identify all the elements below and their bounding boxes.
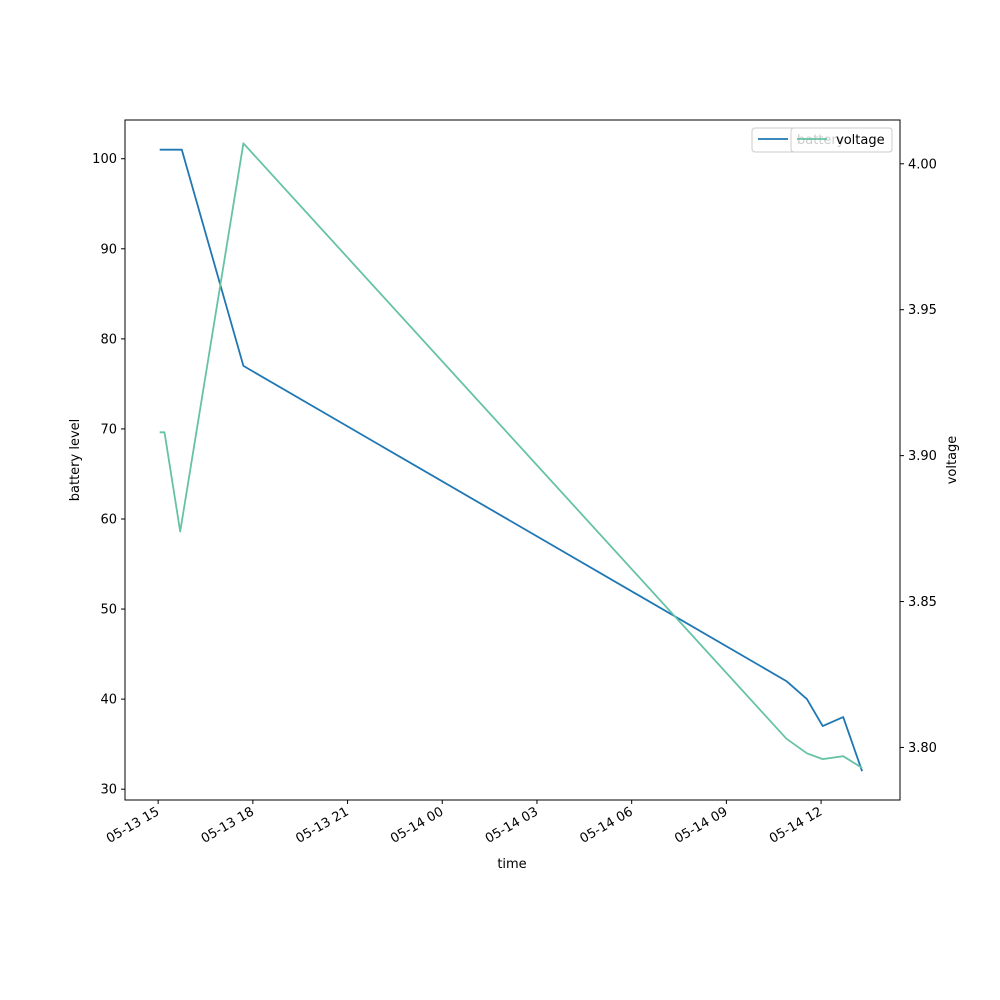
y-tick-label-right: 3.80 (908, 741, 937, 756)
legend-voltage: voltage (790, 127, 893, 153)
y-tick-label-right: 3.95 (908, 303, 937, 318)
y-tick-label-right: 3.85 (908, 595, 937, 610)
y-tick-label-left: 90 (100, 242, 117, 257)
y-tick-label-right: 4.00 (908, 157, 937, 172)
y-tick-label-right: 3.90 (908, 449, 937, 464)
y-tick-label-left: 60 (100, 512, 117, 527)
y-axis-left: 30 40 50 60 70 80 90 100 (92, 152, 125, 798)
y-tick-label-left: 80 (100, 332, 117, 347)
series-line-battery (159, 148, 863, 772)
series-line-voltage (159, 142, 863, 769)
x-axis-label: time (497, 857, 526, 872)
y-tick-label-left: 100 (92, 152, 117, 167)
y-tick-label-left: 40 (100, 693, 117, 708)
legend-voltage-label: voltage (836, 133, 885, 148)
y-tick-label-left: 70 (100, 422, 117, 437)
plot-lines (159, 142, 863, 772)
y-tick-label-left: 30 (100, 783, 117, 798)
y-axis-label-left: battery level (68, 419, 83, 502)
y-axis-label-right: voltage (945, 436, 960, 485)
plot-frame (124, 119, 901, 801)
legend-voltage-frame (790, 127, 893, 153)
y-tick-label-left: 50 (100, 603, 117, 618)
y-axis-right: 3.80 3.85 3.90 3.95 4.00 (900, 157, 937, 756)
